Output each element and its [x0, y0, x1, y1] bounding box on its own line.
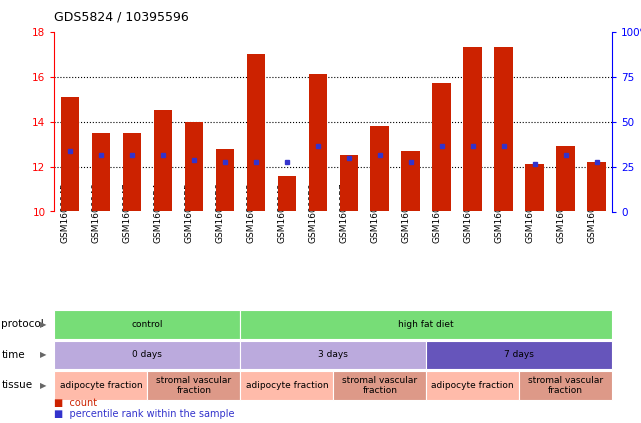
Text: 0 days: 0 days: [133, 350, 162, 360]
Bar: [433, 83, 451, 212]
Text: ▶: ▶: [40, 381, 46, 390]
Text: stromal vascular
fraction: stromal vascular fraction: [342, 376, 417, 395]
Text: time: time: [1, 350, 25, 360]
Bar: [494, 47, 513, 212]
Bar: [92, 133, 110, 212]
Bar: [463, 47, 482, 212]
Text: stromal vascular
fraction: stromal vascular fraction: [156, 376, 231, 395]
Bar: [308, 74, 327, 212]
Bar: [154, 110, 172, 212]
Text: control: control: [131, 320, 163, 329]
Bar: [278, 176, 296, 212]
Bar: [340, 155, 358, 212]
Bar: [122, 133, 141, 212]
Bar: [185, 122, 203, 212]
Bar: [370, 126, 389, 212]
Text: protocol: protocol: [1, 319, 44, 330]
Text: 7 days: 7 days: [504, 350, 534, 360]
Text: ■  count: ■ count: [54, 398, 97, 408]
Bar: [587, 162, 606, 212]
Bar: [215, 148, 234, 212]
Text: adipocyte fraction: adipocyte fraction: [60, 381, 142, 390]
Bar: [401, 151, 420, 212]
Text: ■  percentile rank within the sample: ■ percentile rank within the sample: [54, 409, 235, 419]
Text: ▶: ▶: [40, 320, 46, 329]
Text: adipocyte fraction: adipocyte fraction: [246, 381, 328, 390]
Text: adipocyte fraction: adipocyte fraction: [431, 381, 514, 390]
Bar: [247, 54, 265, 212]
Bar: [556, 146, 575, 212]
Text: high fat diet: high fat diet: [399, 320, 454, 329]
Text: ▶: ▶: [40, 350, 46, 360]
Text: 3 days: 3 days: [319, 350, 348, 360]
Text: tissue: tissue: [1, 380, 33, 390]
Bar: [526, 164, 544, 212]
Bar: [61, 97, 79, 212]
Text: GDS5824 / 10395596: GDS5824 / 10395596: [54, 11, 189, 24]
Text: stromal vascular
fraction: stromal vascular fraction: [528, 376, 603, 395]
